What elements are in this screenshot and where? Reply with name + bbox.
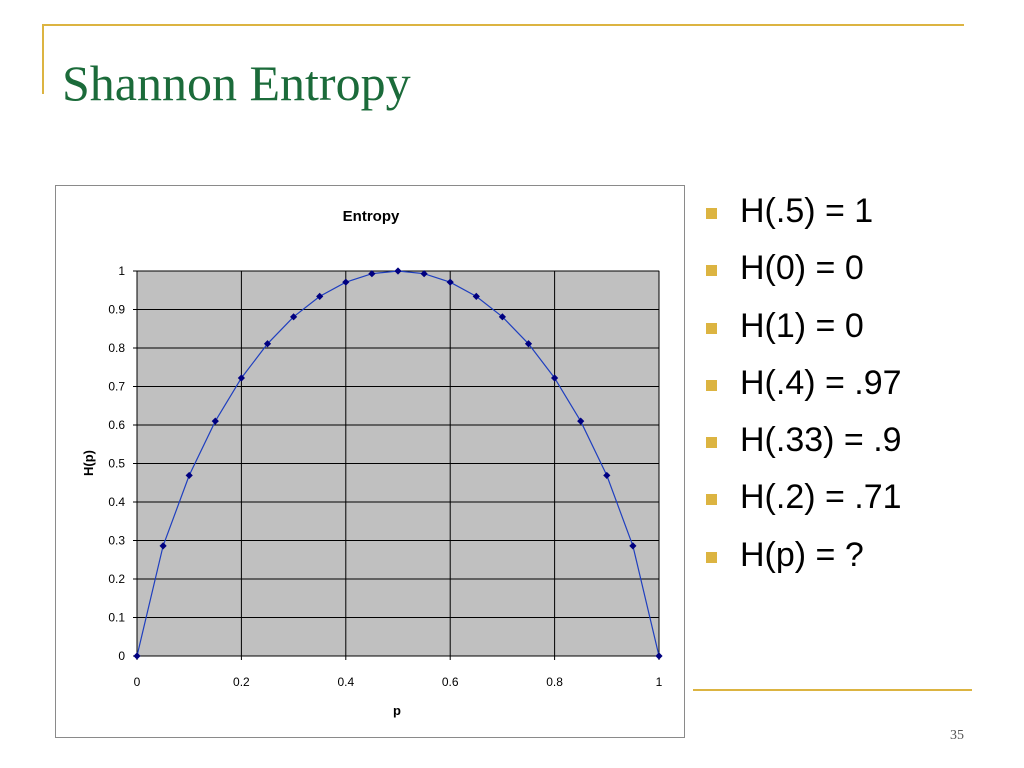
x-tick-label: 1 — [656, 675, 663, 689]
data-point-marker — [368, 270, 376, 278]
data-point-marker — [394, 267, 402, 275]
data-point-marker — [263, 340, 272, 348]
bullet-text: H(1) = 0 — [740, 306, 864, 345]
data-point-marker — [551, 374, 559, 382]
entropy-chart-svg: 0 0.1 0.2 0.3 0.4 0.5 0.6 0.7 0.8 0.9 1 0 0.2 0.4 0.6 0… — [81, 208, 663, 718]
bullet-text: H(.2) = .71 — [740, 478, 902, 517]
y-tick-label: 0 — [118, 649, 125, 663]
slide-title: Shannon Entropy — [62, 55, 411, 111]
square-bullet-icon — [706, 379, 717, 391]
x-axis-label: p — [393, 703, 401, 718]
bottom-accent-rule — [693, 689, 972, 691]
square-bullet-icon — [706, 551, 717, 563]
y-tick-label: 0.4 — [108, 495, 125, 509]
y-tick-label: 0.9 — [108, 303, 125, 317]
data-point-marker — [629, 542, 637, 550]
y-tick-label: 0.7 — [108, 380, 125, 394]
slide-number: 35 — [950, 728, 964, 743]
bullet-text: H(.33) = .9 — [740, 421, 902, 460]
data-point-marker — [159, 542, 167, 550]
bullet-text: H(0) = 0 — [740, 249, 864, 288]
y-tick-label: 0.5 — [108, 457, 125, 471]
square-bullet-icon — [706, 437, 717, 449]
x-tick-label: 0.2 — [233, 675, 250, 689]
data-point-marker — [420, 270, 428, 278]
top-accent-rule — [42, 24, 964, 26]
y-tick-label: 0.6 — [108, 418, 125, 432]
y-tick-label: 0.8 — [108, 341, 125, 355]
data-point-marker — [603, 471, 611, 480]
y-tick-label: 1 — [118, 264, 125, 278]
x-tick-label: 0.6 — [442, 675, 459, 689]
bullet-text: H(.5) = 1 — [740, 192, 874, 230]
square-bullet-icon — [706, 265, 717, 277]
y-tick-label: 0.2 — [108, 572, 125, 586]
x-tick-label: 0.8 — [546, 675, 563, 689]
bullet-text: H(p) = ? — [740, 535, 864, 574]
entropy-chart: 0 0.1 0.2 0.3 0.4 0.5 0.6 0.7 0.8 0.9 1 0 0.2 0.4 0.6 0… — [55, 185, 685, 738]
data-point-marker — [185, 471, 193, 480]
y-tick-label: 0.1 — [108, 611, 125, 625]
y-axis-label: H(p) — [81, 450, 96, 476]
square-bullet-icon — [706, 208, 717, 219]
chart-title: Entropy — [343, 208, 400, 225]
x-tick-label: 0.4 — [337, 675, 354, 689]
data-point-marker — [655, 652, 663, 660]
data-point-marker — [133, 652, 141, 660]
square-bullet-icon — [706, 494, 717, 506]
x-tick-label: 0 — [134, 675, 141, 689]
bullet-text: H(.4) = .97 — [740, 363, 902, 402]
y-tick-label: 0.3 — [108, 534, 125, 548]
left-accent-rule — [42, 24, 44, 94]
square-bullet-icon — [706, 322, 717, 334]
data-point-marker — [498, 313, 506, 321]
